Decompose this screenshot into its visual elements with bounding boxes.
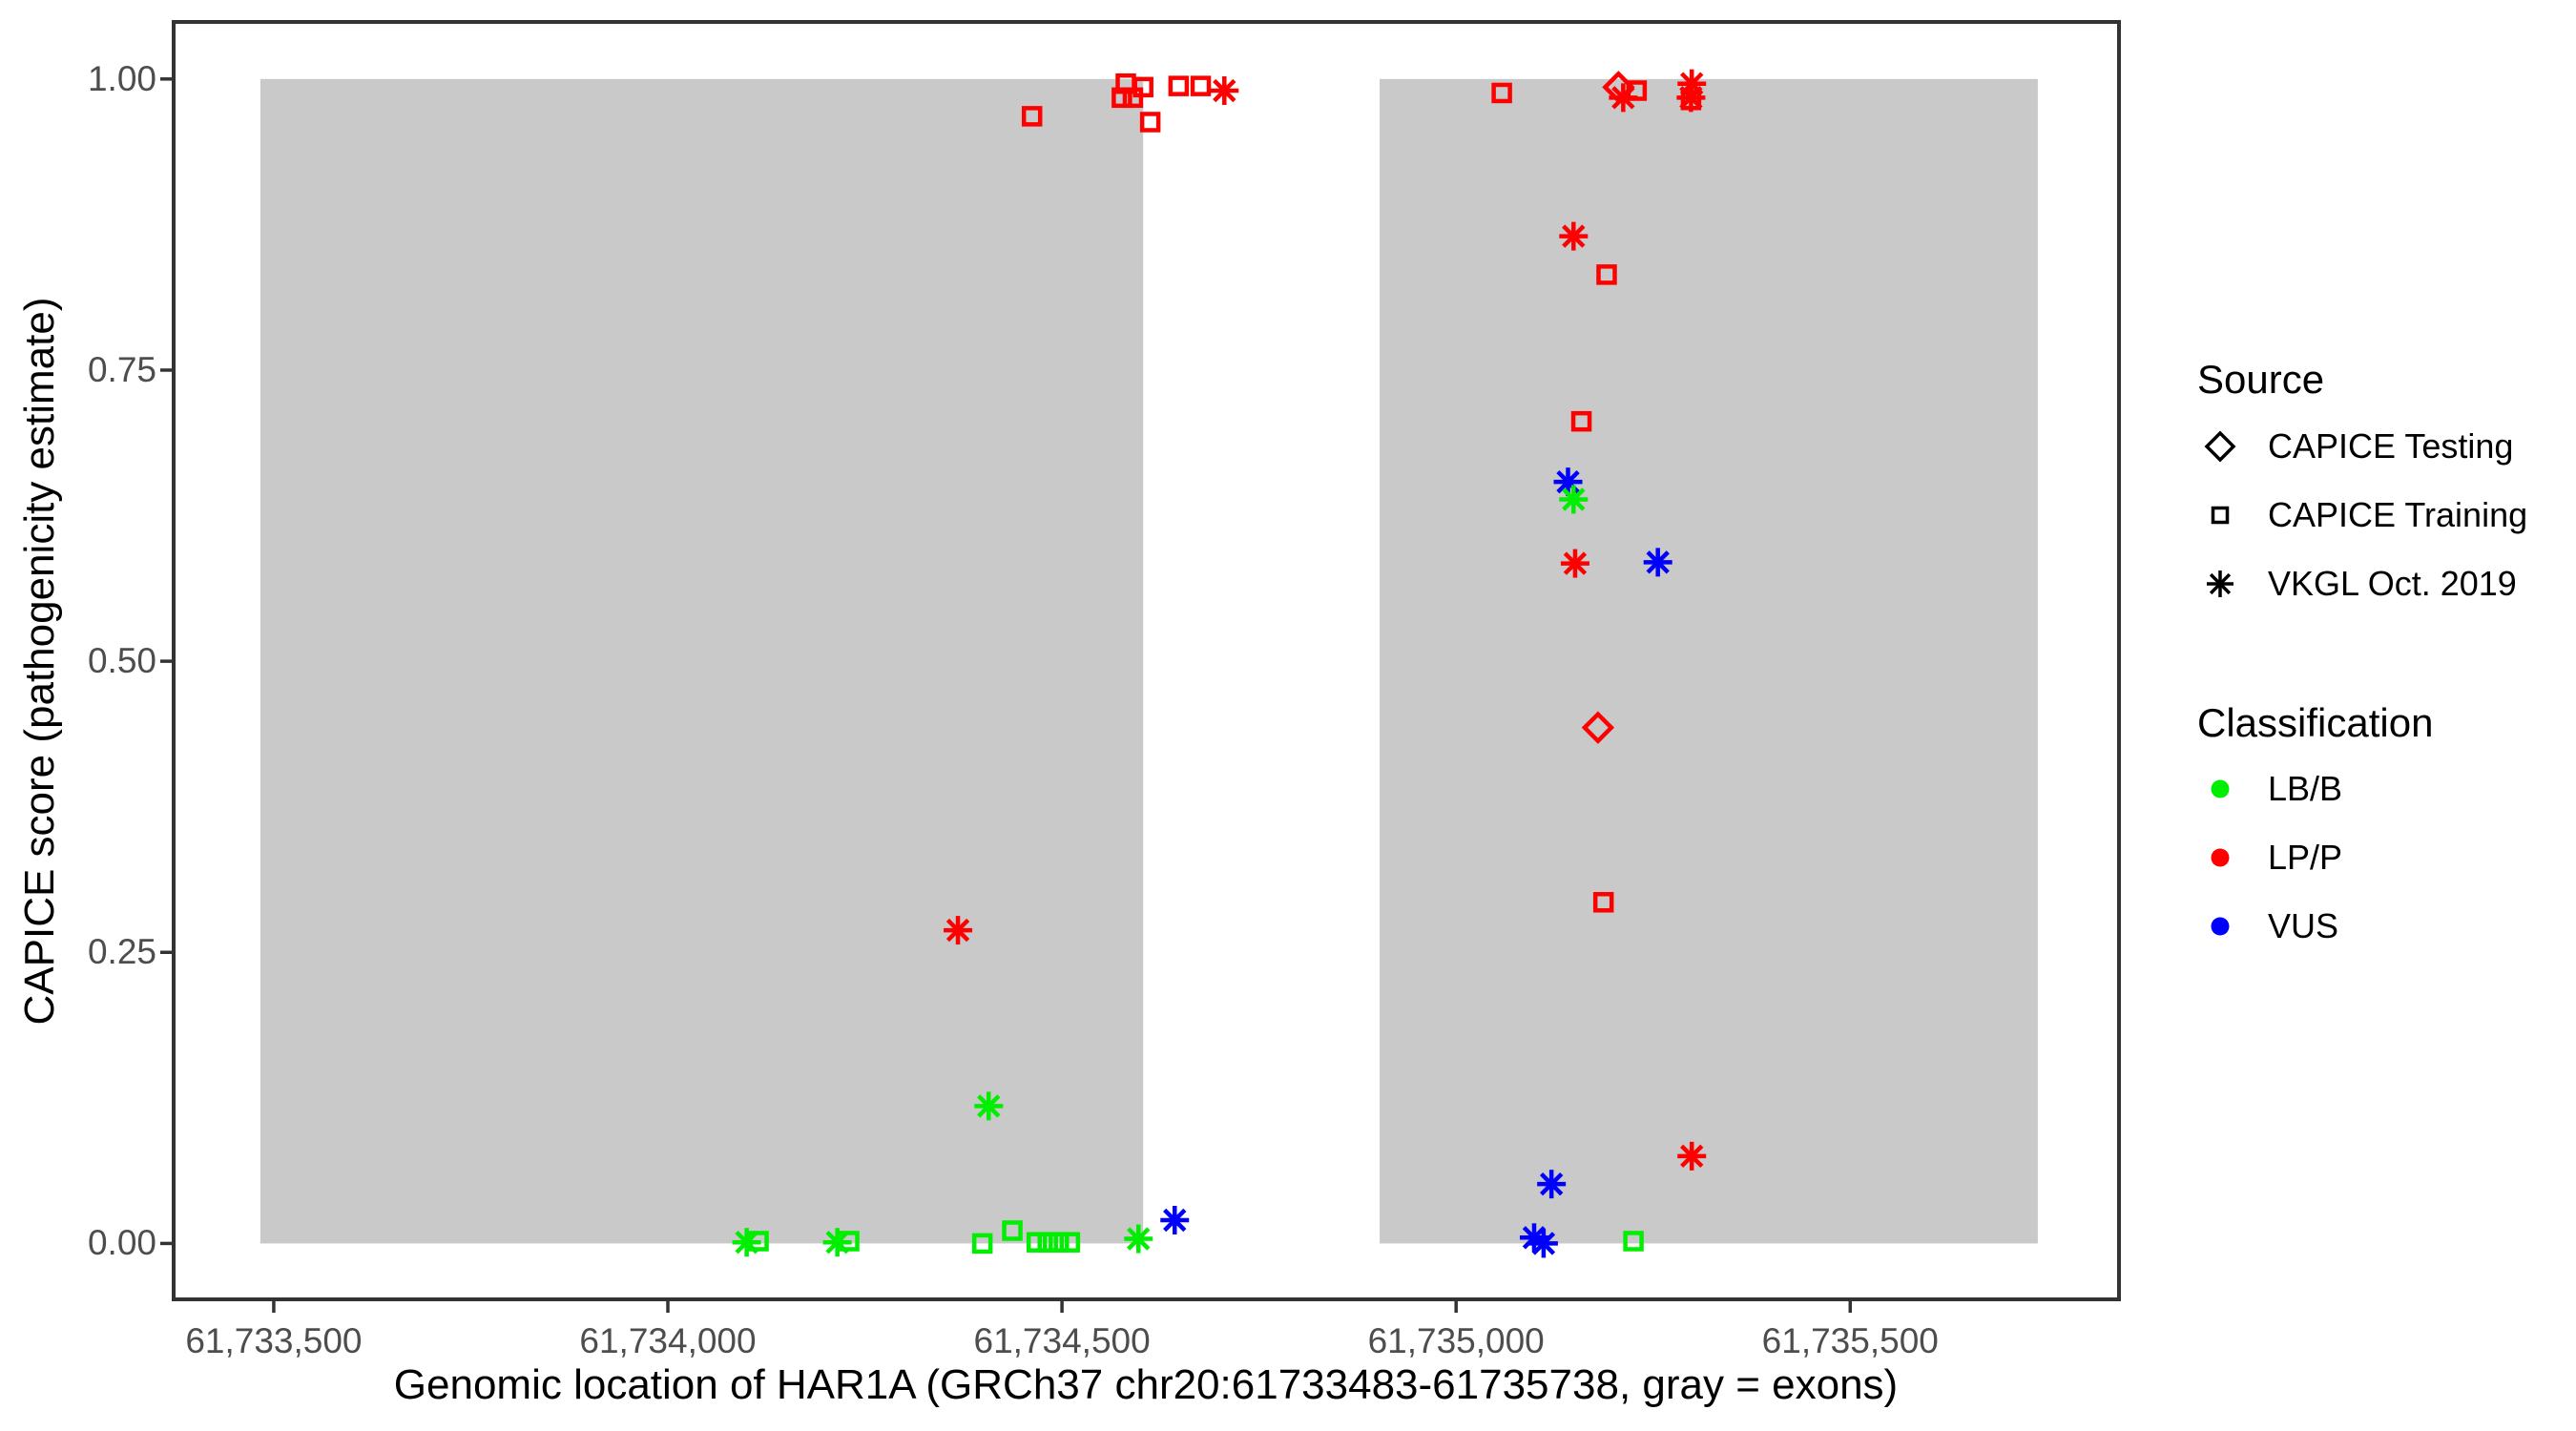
data-point-asterisk [1559,221,1589,251]
data-point-square [1026,1232,1048,1253]
data-point-asterisk [1537,1170,1567,1199]
x-tick-label: 61,735,000 [1367,1321,1545,1360]
data-point-square [1626,80,1648,101]
data-point-square [748,1231,769,1252]
legend-item-label: CAPICE Testing [2268,426,2514,466]
x-tick-label: 61,734,000 [579,1321,757,1360]
diamond-icon [2204,430,2236,463]
y-tick-label: 0.50 [87,641,156,681]
asterisk-icon [2207,570,2233,597]
data-point-square [1596,264,1617,285]
legend-item-label: VKGL Oct. 2019 [2268,564,2517,603]
data-point-asterisk [822,1228,852,1257]
data-point-asterisk [1559,485,1589,514]
x-tick-label: 61,734,500 [973,1321,1151,1360]
data-point-square [1570,410,1592,432]
legend-item-label: LP/P [2268,838,2343,877]
red-dot-icon [2211,848,2230,867]
data-point-square [1680,90,1702,111]
y-tick-label: 0.25 [87,932,156,972]
exon-region [260,78,1144,1244]
data-point-diamond [1581,711,1615,744]
legend-item-lpp: LP/P [2197,835,2342,881]
x-axis-title: Genomic location of HAR1A (GRCh37 chr20:… [393,1361,1899,1408]
data-point-square [1021,106,1043,127]
legend-item-label: VUS [2268,906,2339,945]
legend-item-vkgl: VKGL Oct. 2019 [2197,561,2517,607]
data-point-asterisk [1160,1205,1190,1234]
data-point-square [1592,892,1614,913]
legend-item-label: LB/B [2268,769,2343,808]
legend-item-vus: VUS [2197,903,2338,949]
y-tick-label: 0.75 [87,349,156,389]
y-tick-label: 1.00 [87,58,156,98]
data-point-square [1491,82,1512,104]
data-point-square [1059,1232,1081,1253]
square-icon [2211,506,2230,525]
legend-item-lbb: LB/B [2197,766,2342,812]
data-point-square [1049,1232,1070,1253]
data-point-square [1623,1231,1644,1252]
data-point-asterisk [1124,1224,1153,1254]
data-point-asterisk [974,1091,1004,1121]
data-point-square [971,1233,993,1255]
y-tick-label: 0.00 [87,1223,156,1263]
data-point-square [1002,1220,1023,1241]
legend-item-capice-training: CAPICE Training [2197,492,2527,538]
data-point-asterisk [1677,1141,1707,1171]
data-point-square [1168,75,1190,96]
data-point-square [1111,87,1132,109]
blue-dot-icon [2211,917,2230,936]
y-axis-title: CAPICE score (pathogenicity estimate) [16,297,63,1026]
data-point-square [1190,75,1212,96]
data-point-asterisk [1560,549,1589,578]
data-point-square [1139,112,1161,133]
data-point-asterisk [1210,76,1239,106]
legend-source-title: Source [2197,357,2325,402]
x-tick-label: 61,733,500 [185,1321,363,1360]
data-point-square [1037,1232,1058,1253]
data-point-asterisk [1643,548,1672,577]
data-point-square [1132,76,1153,98]
data-point-asterisk [1528,1229,1558,1258]
legend-item-capice-testing: CAPICE Testing [2197,424,2513,469]
exon-region [1380,78,2038,1244]
green-dot-icon [2211,779,2230,798]
legend-classification-title: Classification [2197,700,2434,745]
legend-item-label: CAPICE Training [2268,495,2528,534]
data-point-square [839,1231,860,1252]
data-point-asterisk [944,916,973,945]
x-tick-label: 61,735,500 [1761,1321,1939,1360]
